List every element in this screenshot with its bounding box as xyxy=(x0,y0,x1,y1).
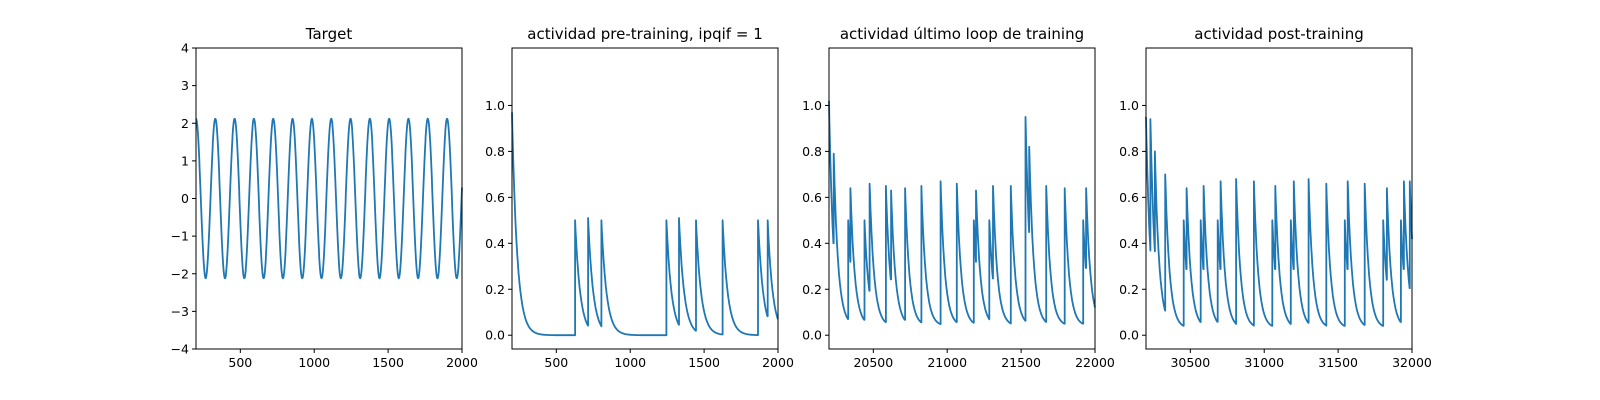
y-tick-label: 1.0 xyxy=(1119,98,1139,113)
axes-frame xyxy=(828,47,1096,350)
x-tick-label: 21000 xyxy=(927,355,967,370)
x-tick-label: 30500 xyxy=(1170,355,1210,370)
axes-frame xyxy=(511,47,779,350)
x-tick-label: 1500 xyxy=(372,355,404,370)
y-tick-label: 4 xyxy=(181,41,189,56)
x-tick-label: 2000 xyxy=(762,355,794,370)
y-tick-label: 0.2 xyxy=(802,282,822,297)
y-tick-label: 0.8 xyxy=(485,144,505,159)
y-tick-label: 0.8 xyxy=(1119,144,1139,159)
x-tick-label: 21500 xyxy=(1001,355,1041,370)
y-tick-label: 0.8 xyxy=(802,144,822,159)
panel-title: actividad pre-training, ipqif = 1 xyxy=(527,25,763,43)
x-tick-label: 1500 xyxy=(688,355,720,370)
y-tick-label: 0.6 xyxy=(485,190,505,205)
y-tick-label: 1 xyxy=(181,153,189,168)
panel-last-training-loop: actividad último loop de training 20500 2… xyxy=(802,25,1115,370)
panel-title: actividad último loop de training xyxy=(840,25,1084,43)
y-tick-label: −1 xyxy=(171,229,189,244)
panel-title: Target xyxy=(305,25,353,43)
series-line xyxy=(511,112,779,337)
x-tick-label: 1000 xyxy=(298,355,330,370)
y-tick-label: 3 xyxy=(181,78,189,93)
y-tick-label: −3 xyxy=(171,304,189,319)
y-tick-label: 0.4 xyxy=(485,236,505,251)
y-tick-label: 2 xyxy=(181,116,189,131)
x-tick-label: 1000 xyxy=(614,355,646,370)
series-line xyxy=(195,117,463,280)
panel-pre-training: actividad pre-training, ipqif = 1 500 100… xyxy=(485,25,794,370)
y-tick-label: 0.6 xyxy=(1119,190,1139,205)
x-tick-label: 31000 xyxy=(1244,355,1284,370)
axes-frame xyxy=(195,47,463,350)
y-tick-label: 0.2 xyxy=(485,282,505,297)
y-tick-label: 0.0 xyxy=(485,328,505,343)
y-tick-label: 0.0 xyxy=(1119,328,1139,343)
y-tick-label: 0.4 xyxy=(802,236,822,251)
x-tick-label: 20500 xyxy=(853,355,893,370)
x-tick-label: 2000 xyxy=(446,355,478,370)
y-tick-label: 0 xyxy=(181,191,189,206)
panel-title: actividad post-training xyxy=(1194,25,1363,43)
x-tick-label: 22000 xyxy=(1075,355,1115,370)
series-line xyxy=(1145,116,1413,327)
panel-target: Target 500 1000 1500 2000 −4 −3 −2 −1 0 1 2 3 4 xyxy=(171,25,478,370)
x-tick-label: 500 xyxy=(228,355,252,370)
x-tick-label: 32000 xyxy=(1392,355,1432,370)
x-tick-label: 31500 xyxy=(1318,355,1358,370)
y-tick-label: 0.6 xyxy=(802,190,822,205)
x-tick-label: 500 xyxy=(544,355,568,370)
y-tick-label: −2 xyxy=(171,266,189,281)
y-tick-label: −4 xyxy=(171,342,189,357)
y-tick-label: 1.0 xyxy=(802,98,822,113)
y-tick-label: 1.0 xyxy=(485,98,505,113)
y-tick-label: 0.2 xyxy=(1119,282,1139,297)
y-tick-label: 0.4 xyxy=(1119,236,1139,251)
series-line xyxy=(828,100,1096,325)
panel-post-training: actividad post-training 30500 31000 31500 3… xyxy=(1119,25,1432,370)
axes-frame xyxy=(1145,47,1413,350)
y-tick-label: 0.0 xyxy=(802,328,822,343)
